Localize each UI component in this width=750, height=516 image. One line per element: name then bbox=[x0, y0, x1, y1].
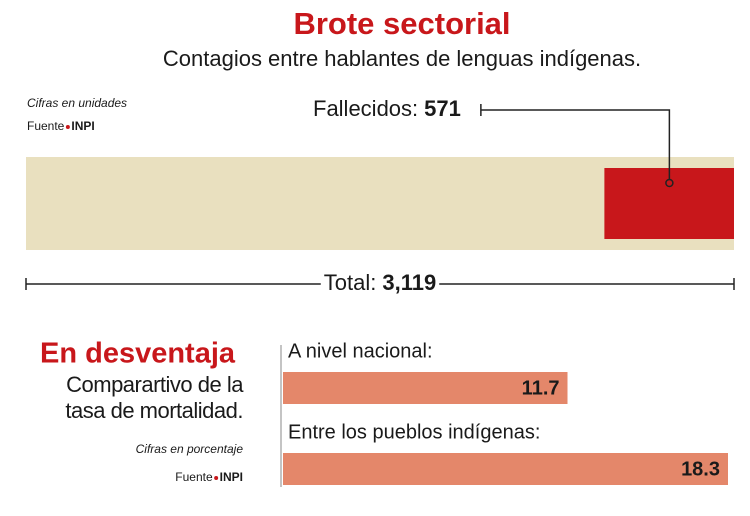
source-dot bbox=[65, 125, 70, 129]
part-label: Fallecidos: bbox=[313, 96, 418, 121]
label-bg bbox=[320, 270, 440, 298]
source-dot bbox=[214, 476, 219, 480]
bar bbox=[283, 372, 568, 404]
source: INPI bbox=[71, 119, 94, 133]
chart-title: Brote sectorial bbox=[293, 6, 510, 41]
value-label: 11.7 bbox=[522, 377, 560, 399]
total-value: 3,119 bbox=[382, 270, 436, 295]
source-label: Fuente bbox=[27, 119, 65, 133]
note: Cifras en unidades bbox=[27, 96, 127, 110]
chart-subtitle: Contagios entre hablantes de lenguas ind… bbox=[163, 46, 641, 71]
chart-subtitle: Comparartivo de la tasa de mortalidad. bbox=[65, 372, 243, 423]
chart-title: En desventaja bbox=[40, 338, 236, 370]
source: INPI bbox=[220, 470, 243, 484]
total-label: Total: bbox=[324, 270, 377, 295]
note: Cifras en porcentaje bbox=[136, 442, 244, 456]
category-label: A nivel nacional: bbox=[288, 340, 433, 362]
source-label: Fuente bbox=[175, 470, 213, 484]
leader bbox=[480, 109, 671, 183]
bar bbox=[283, 453, 728, 485]
value-label: 18.3 bbox=[681, 458, 720, 480]
part-value: 571 bbox=[424, 96, 461, 121]
category-label: Entre los pueblos indígenas: bbox=[288, 421, 540, 443]
leader-dot bbox=[665, 178, 674, 188]
